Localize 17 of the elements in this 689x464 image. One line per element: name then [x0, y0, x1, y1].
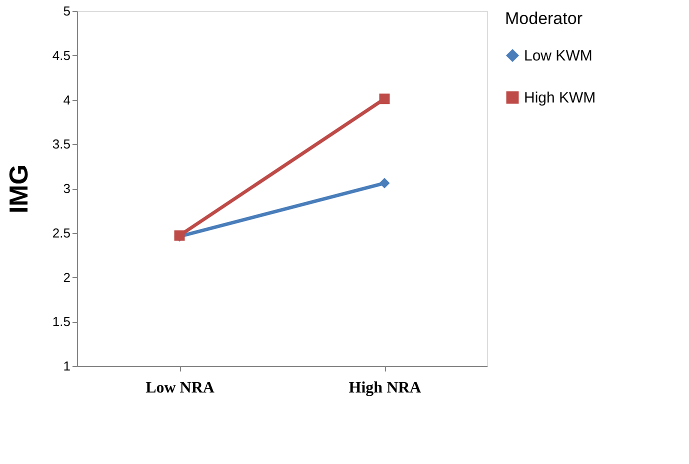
y-tick-label: 2	[63, 270, 70, 285]
y-axis-title: IMG	[3, 164, 34, 214]
y-tick-label: 4	[63, 92, 70, 108]
y-tick-label: 2.5	[52, 225, 70, 240]
point	[379, 94, 390, 104]
x-tick-label: Low NRA	[146, 380, 215, 396]
point	[379, 178, 390, 188]
legend-label: Low KWM	[524, 48, 592, 64]
y-tick-label: 1	[63, 358, 70, 374]
y-tick-label: 1.5	[52, 314, 70, 330]
legend-title: Moderator	[505, 9, 583, 28]
y-tick-label: 4.5	[52, 48, 70, 63]
y-tick-label: 5	[63, 4, 70, 18]
legend-label: High KWM	[524, 90, 596, 106]
y-tick-label: 3	[63, 181, 70, 196]
y-tick-label: 3.5	[52, 136, 70, 152]
x-tick-label: High NRA	[348, 380, 422, 396]
